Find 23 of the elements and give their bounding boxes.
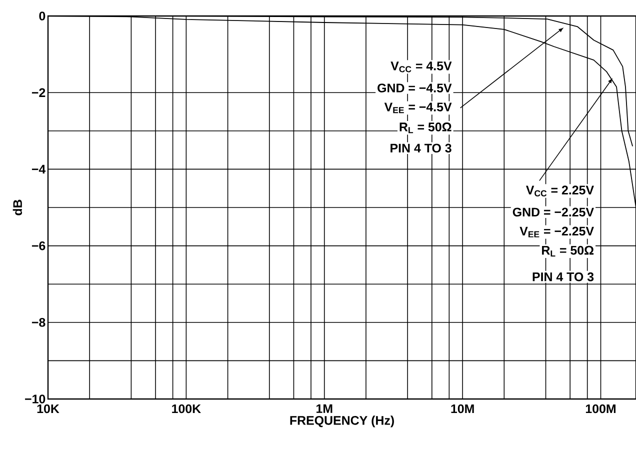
y-tick-label: −6 [32,241,46,250]
x-tick-label: 10K [37,404,60,414]
annotation: V$_{CC}$ = 4.5V [390,62,452,72]
y-tick-label: −4 [32,164,46,174]
x-tick-label: 100K [172,404,201,414]
y-tick-label: −8 [32,318,46,327]
annotation: V$_{CC}$ = 2.25V [526,186,594,196]
x-axis-title: FREQUENCY (Hz) [290,416,394,428]
annotation: GND = −4.5V [378,84,452,92]
annotation: PIN 4 TO 3 [532,272,594,282]
y-axis-title: dB [12,200,22,216]
annotation: V$_{EE}$ = −2.25V [520,226,594,238]
x-tick-label: 1M [316,404,332,413]
annotation: V$_{EE}$ = −4.5V [384,102,452,114]
y-tick-label: 0 [39,12,46,20]
y-tick-label: −2 [32,88,46,97]
y-tick-label: −10 [25,394,46,404]
x-tick-label: 100M [586,404,616,414]
annotation: R$_{L}$ = 50Ω [400,122,452,134]
annotation: GND = −2.25V [512,208,594,217]
x-tick-label: 10M [451,404,474,414]
annotation: PIN 4 TO 3 [390,144,452,153]
annotation: R$_{L}$ = 50Ω [542,246,594,256]
